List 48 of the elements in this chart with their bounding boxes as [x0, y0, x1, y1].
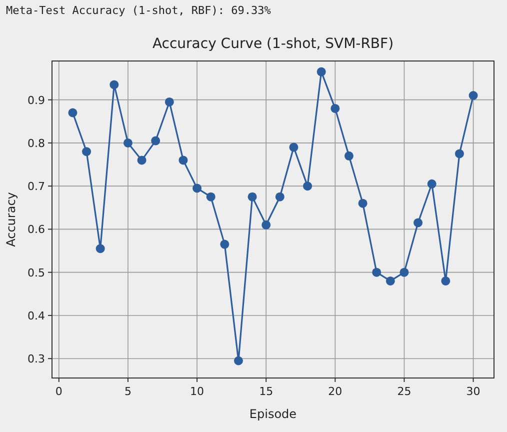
x-tick-label: 5: [124, 385, 132, 398]
y-tick-label: 0.3: [28, 352, 45, 366]
point: [164, 97, 174, 106]
x-axis-title: Episode: [249, 407, 297, 421]
point: [68, 108, 78, 118]
point: [192, 184, 202, 193]
point: [316, 67, 326, 76]
point: [234, 356, 243, 366]
point: [303, 182, 312, 191]
x-tick-label: 20: [328, 385, 342, 398]
x-tick-label: 25: [397, 385, 412, 398]
point: [248, 192, 257, 202]
point: [206, 192, 216, 202]
y-tick-label: 0.5: [28, 266, 45, 280]
point: [137, 156, 146, 165]
point: [386, 276, 395, 286]
point: [96, 244, 105, 254]
x-tick-label: 10: [190, 385, 204, 398]
point: [427, 179, 436, 188]
text: Meta-Test Accuracy (1-shot, RBF): 69.33%: [6, 4, 272, 17]
x-tick-label: 0: [55, 385, 62, 398]
x-tick-label: 15: [259, 385, 274, 398]
x-tick-label: 30: [466, 385, 480, 398]
point: [344, 151, 354, 160]
point: [330, 104, 340, 113]
point: [289, 142, 298, 152]
y-tick-label: 0.4: [28, 309, 45, 322]
point: [400, 268, 409, 277]
point: [82, 147, 92, 156]
y-tick-label: 0.9: [28, 94, 45, 107]
y-tick-label: 0.8: [28, 136, 45, 150]
point: [275, 192, 284, 202]
y-axis-title: Accuracy: [4, 192, 18, 247]
y-tick-label: 0.7: [28, 180, 45, 194]
point: [262, 220, 271, 230]
point: [358, 198, 368, 208]
point: [178, 156, 188, 165]
point: [454, 149, 464, 158]
point: [441, 276, 450, 286]
point: [414, 218, 423, 228]
point: [468, 91, 478, 100]
point: [151, 136, 160, 146]
point: [372, 268, 382, 277]
point: [123, 138, 132, 148]
point: [110, 80, 119, 90]
chart-title: Accuracy Curve (1-shot, SVM-RBF): [152, 36, 394, 52]
y-tick-label: 0.6: [28, 223, 45, 236]
point: [220, 240, 230, 249]
